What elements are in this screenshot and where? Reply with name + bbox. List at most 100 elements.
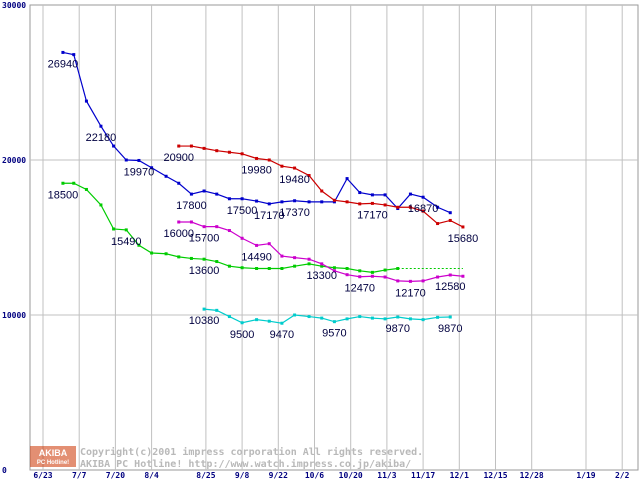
data-label: 17800 xyxy=(176,200,207,212)
data-point xyxy=(421,195,425,199)
data-point xyxy=(408,279,412,283)
data-point xyxy=(215,225,219,229)
data-point xyxy=(240,197,244,201)
data-label: 20900 xyxy=(163,152,194,164)
data-label: 16870 xyxy=(408,203,439,215)
data-point xyxy=(332,320,336,324)
data-label: 12470 xyxy=(344,283,375,295)
data-point xyxy=(255,199,259,203)
data-point xyxy=(240,236,244,240)
data-point xyxy=(345,317,349,321)
data-point xyxy=(345,267,349,270)
data-point xyxy=(358,202,362,206)
data-label: 9500 xyxy=(230,329,254,341)
data-point xyxy=(189,256,193,260)
data-point xyxy=(189,220,193,224)
data-point xyxy=(280,321,284,325)
series-red xyxy=(177,144,465,229)
series-magenta xyxy=(177,220,465,283)
data-label: 16000 xyxy=(163,228,194,240)
x-tick-label: 10/20 xyxy=(339,471,363,480)
data-point xyxy=(421,279,425,283)
logo-top-text: AKIBA xyxy=(39,448,68,458)
data-point xyxy=(421,209,425,213)
series-cyan xyxy=(202,307,452,325)
data-point xyxy=(215,308,219,312)
data-point xyxy=(320,316,324,320)
url-line: AKIBA PC Hotline! http://www.watch.impre… xyxy=(80,458,411,470)
data-label: 17370 xyxy=(279,207,310,219)
x-tick-label: 9/8 xyxy=(235,471,250,480)
data-point xyxy=(396,267,400,270)
data-point xyxy=(293,199,297,203)
data-point xyxy=(448,273,452,277)
data-point xyxy=(320,264,324,268)
data-point xyxy=(383,275,387,279)
logo-bottom-text: PC Hotline! xyxy=(37,460,69,466)
x-tick-label: 2/2 xyxy=(615,471,630,480)
data-point xyxy=(332,269,336,273)
data-point xyxy=(370,274,374,278)
data-point xyxy=(202,146,206,150)
data-label: 9870 xyxy=(386,323,410,335)
data-point xyxy=(345,177,349,181)
data-label: 14490 xyxy=(241,251,272,263)
data-point xyxy=(332,198,336,202)
data-point xyxy=(461,274,465,278)
data-point xyxy=(215,149,219,153)
data-point xyxy=(227,150,231,154)
data-label: 17170 xyxy=(357,209,388,221)
data-point xyxy=(320,200,324,204)
data-point xyxy=(240,266,244,270)
data-point xyxy=(99,203,103,207)
data-label: 17500 xyxy=(227,205,258,217)
data-point xyxy=(267,267,271,270)
data-point xyxy=(383,203,387,207)
data-point xyxy=(150,166,154,170)
x-tick-label: 8/25 xyxy=(196,471,215,480)
x-tick-label: 12/15 xyxy=(483,471,507,480)
data-point xyxy=(137,158,141,162)
data-point xyxy=(436,315,440,319)
data-label: 9470 xyxy=(270,329,294,341)
data-point xyxy=(280,267,284,270)
plot-area xyxy=(29,4,639,471)
data-point xyxy=(408,317,412,321)
data-point xyxy=(293,264,297,268)
data-point xyxy=(332,200,336,204)
data-point xyxy=(255,318,259,322)
data-point xyxy=(189,144,193,148)
watermark: AKIBA PC Hotline! Copyright(c)2001 impre… xyxy=(30,446,423,470)
data-point xyxy=(267,158,271,162)
data-point xyxy=(448,211,452,215)
data-label: 10380 xyxy=(189,315,220,327)
data-point xyxy=(202,225,206,229)
data-point xyxy=(112,227,116,231)
data-point xyxy=(293,166,297,170)
data-point xyxy=(112,144,116,148)
data-point xyxy=(267,202,271,206)
data-point xyxy=(396,279,400,283)
data-point xyxy=(421,318,425,322)
data-point xyxy=(267,319,271,323)
x-tick-label: 8/4 xyxy=(144,471,159,480)
series-lines xyxy=(61,50,465,325)
data-point xyxy=(177,181,181,185)
x-tick-label: 10/6 xyxy=(305,471,324,480)
data-point xyxy=(307,174,311,177)
data-point xyxy=(72,53,76,57)
data-label: 12580 xyxy=(435,281,466,293)
data-point xyxy=(345,273,349,277)
data-label: 26940 xyxy=(48,58,79,70)
x-tick-label: 11/3 xyxy=(377,471,396,480)
data-point xyxy=(61,181,65,185)
data-point xyxy=(396,315,400,319)
data-point xyxy=(267,242,271,246)
data-point xyxy=(240,321,244,325)
data-label: 18500 xyxy=(48,189,79,201)
data-point xyxy=(99,124,103,128)
data-point xyxy=(150,251,154,255)
x-tick-label: 7/20 xyxy=(106,471,125,480)
data-point xyxy=(383,193,387,197)
x-tick-label: 12/1 xyxy=(450,471,469,480)
